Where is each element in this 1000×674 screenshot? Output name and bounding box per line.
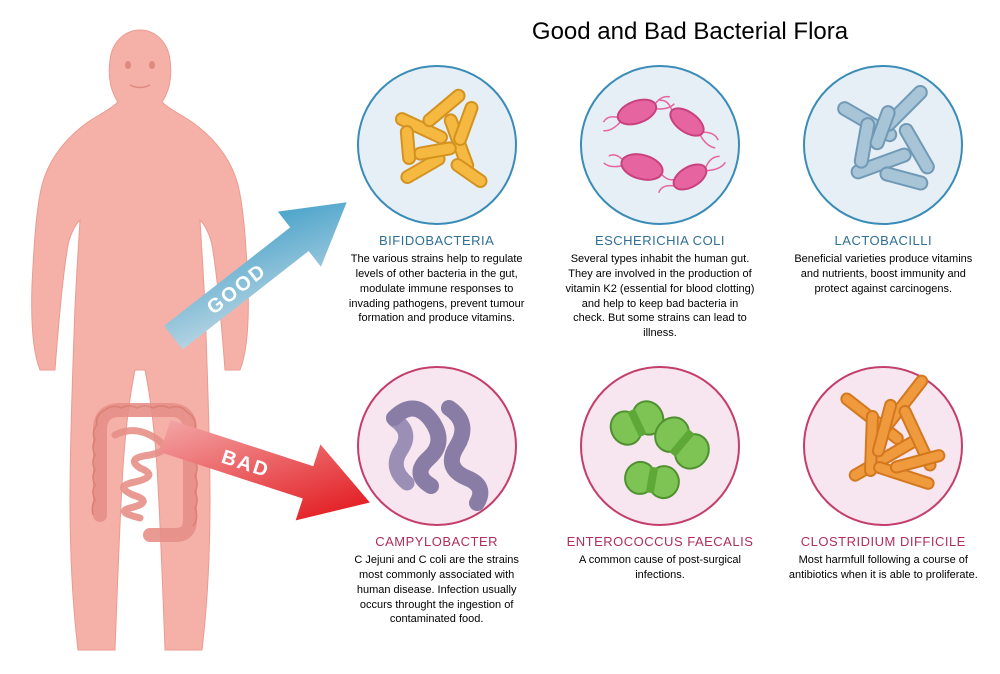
bacteria-cell-enterococcus: ENTEROCOCCUS FAECALIS A common cause of … bbox=[563, 366, 756, 627]
bacteria-description: Several types inhabit the human gut. The… bbox=[565, 252, 755, 341]
bacteria-cell-cdiff: CLOSTRIDIUM DIFFICILE Most harmfull foll… bbox=[787, 366, 980, 627]
bacteria-circle bbox=[803, 366, 963, 526]
bacteria-cell-campylobacter: CAMPYLOBACTER C Jejuni and C coli are th… bbox=[340, 366, 533, 627]
enterococcus-icon bbox=[582, 368, 742, 528]
bacteria-circle bbox=[357, 65, 517, 225]
bacteria-description: The various strains help to regulate lev… bbox=[342, 252, 532, 326]
bacteria-name: LACTOBACILLI bbox=[835, 233, 933, 248]
bacteria-name: BIFIDOBACTERIA bbox=[379, 233, 494, 248]
bacteria-description: C Jejuni and C coli are the strains most… bbox=[342, 553, 532, 627]
bacteria-circle bbox=[357, 366, 517, 526]
bacteria-cell-ecoli: ESCHERICHIA COLI Several types inhabit t… bbox=[563, 65, 756, 341]
bacteria-name: CAMPYLOBACTER bbox=[375, 534, 498, 549]
campylobacter-icon bbox=[359, 368, 519, 528]
bacteria-name: CLOSTRIDIUM DIFFICILE bbox=[801, 534, 966, 549]
bacteria-name: ESCHERICHIA COLI bbox=[595, 233, 725, 248]
bacteria-name: ENTEROCOCCUS FAECALIS bbox=[567, 534, 754, 549]
bacteria-cell-bifidobacteria: BIFIDOBACTERIA The various strains help … bbox=[340, 65, 533, 341]
bacteria-cell-lactobacilli: LACTOBACILLI Beneficial varieties produc… bbox=[787, 65, 980, 341]
bacteria-circle bbox=[580, 366, 740, 526]
bacteria-description: A common cause of post-surgical infectio… bbox=[565, 553, 755, 583]
bacteria-circle bbox=[580, 65, 740, 225]
ecoli-icon bbox=[582, 67, 742, 227]
bacteria-description: Beneficial varieties produce vitamins an… bbox=[788, 252, 978, 297]
bacteria-grid: BIFIDOBACTERIA The various strains help … bbox=[340, 65, 980, 627]
cdiff-icon bbox=[805, 368, 965, 528]
bacteria-circle bbox=[803, 65, 963, 225]
bifidobacteria-icon bbox=[359, 67, 519, 227]
lactobacilli-icon bbox=[805, 67, 965, 227]
page-title: Good and Bad Bacterial Flora bbox=[440, 18, 940, 46]
bacteria-description: Most harmfull following a course of anti… bbox=[788, 553, 978, 583]
